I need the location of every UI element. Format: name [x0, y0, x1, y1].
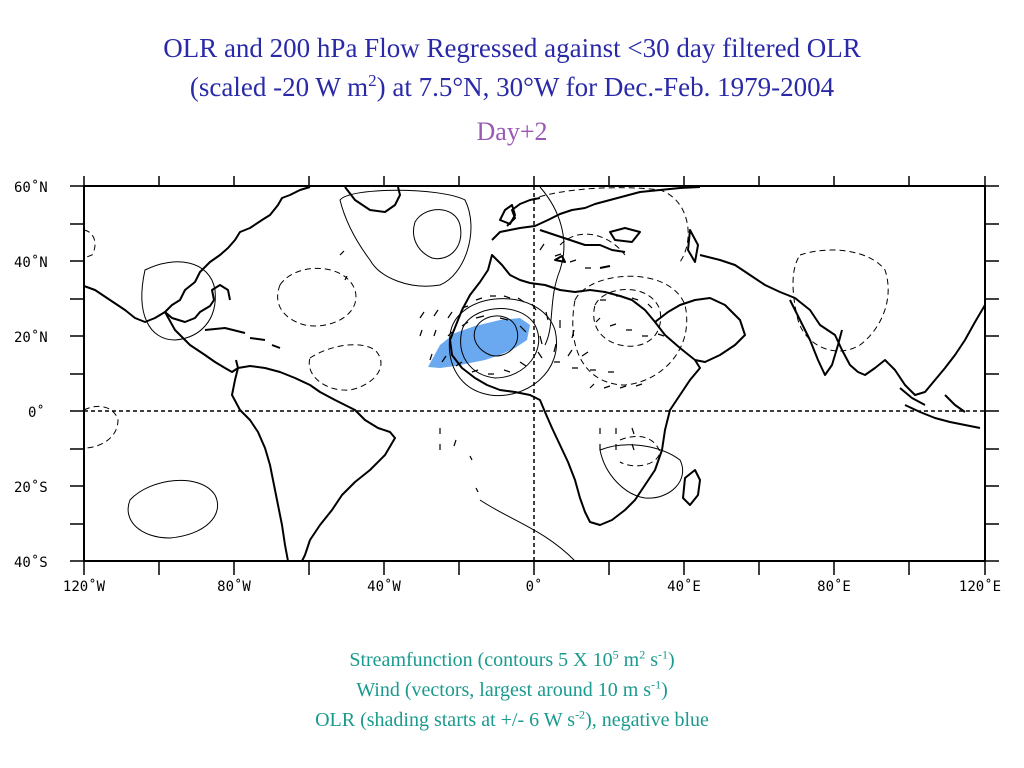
south-america-coast: [231, 365, 396, 562]
lat-label-60n: 60˚N: [14, 179, 48, 196]
north-america-coast: [83, 186, 311, 323]
lat-label-0: 0˚: [28, 404, 45, 421]
caption-line2-part1: Wind (vectors, largest around 10 m s: [356, 679, 652, 701]
caption-line1-sup2: 2: [639, 647, 646, 662]
caption-olr: OLR (shading starts at +/- 6 W s-2), neg…: [0, 705, 1024, 735]
regression-map: 60˚N 40˚N 20˚N 0˚ 20˚S 40˚S 120˚W 80˚W 4…: [14, 176, 1001, 595]
title-line2-part1: (scaled -20 W m: [189, 72, 369, 102]
contour-positive: [339, 189, 472, 287]
contour-negative: [83, 229, 96, 259]
caption-line2-part2: ): [661, 679, 668, 701]
streamfunction-negative-contours: [83, 187, 889, 467]
caption-wind: Wind (vectors, largest around 10 m s-1): [0, 675, 1024, 705]
caption-line3-part2: ), negative blue: [585, 709, 709, 731]
figure-title-line2: (scaled -20 W m2) at 7.5°N, 30°W for Dec…: [0, 70, 1024, 104]
contour-positive: [127, 479, 219, 539]
coastlines: [83, 186, 986, 562]
lat-label-20s: 20˚S: [14, 479, 48, 496]
caption-line2-sup: -1: [651, 677, 662, 692]
contour-negative: [83, 405, 119, 449]
caption-line1-sup3: -1: [657, 647, 668, 662]
map-frame: [83, 185, 986, 562]
contour-positive: [473, 315, 518, 357]
caption-streamfunction: Streamfunction (contours 5 X 105 m2 s-1): [0, 645, 1024, 675]
tick-marks: [70, 176, 999, 575]
mediterranean-islands: [554, 255, 611, 269]
caribbean-islands: [204, 327, 281, 349]
contour-positive: [539, 186, 565, 346]
gulf-coast: [164, 284, 231, 323]
central-america-coast: [164, 311, 239, 373]
longitude-labels: 120˚W 80˚W 40˚W 0˚ 40˚E 80˚E 120˚E: [63, 578, 1001, 595]
india-coast: [789, 299, 843, 376]
caption-line1-part3: s: [645, 649, 658, 671]
lon-label-0: 0˚: [526, 578, 543, 595]
streamfunction-contours: [127, 186, 683, 562]
contour-positive: [448, 298, 557, 397]
contour-negative: [308, 344, 382, 391]
contour-positive: [599, 444, 683, 499]
caption-line3-sup: -2: [575, 707, 586, 722]
lon-label-80w: 80˚W: [217, 578, 251, 595]
caption-line1-part4: ): [667, 649, 675, 671]
lon-label-40w: 40˚W: [367, 578, 401, 595]
contour-negative: [529, 187, 689, 263]
caption-line1-sup1: 5: [612, 647, 619, 662]
latitude-labels: 60˚N 40˚N 20˚N 0˚ 20˚S 40˚S: [14, 179, 48, 571]
lat-label-40n: 40˚N: [14, 254, 48, 271]
lag-day-label: Day+2: [476, 117, 548, 146]
uk-coast: [499, 204, 516, 225]
title-line2-part2: ) at 7.5°N, 30°W for Dec.-Feb. 1979-2004: [376, 72, 835, 102]
lon-label-120w: 120˚W: [63, 578, 106, 595]
madagascar-coast: [682, 469, 701, 506]
caption-line1-part2: m: [618, 649, 640, 671]
arabia-coast: [654, 297, 746, 363]
figure-title-line1: OLR and 200 hPa Flow Regressed against <…: [163, 33, 861, 63]
contour-negative: [572, 275, 688, 386]
lat-label-40s: 40˚S: [14, 554, 48, 571]
lat-label-20n: 20˚N: [14, 329, 48, 346]
contour-positive: [479, 499, 576, 562]
lon-label-80e: 80˚E: [817, 578, 851, 595]
contour-negative: [277, 267, 357, 327]
caption-line3-part1: OLR (shading starts at +/- 6 W s: [315, 709, 576, 731]
lon-label-40e: 40˚E: [667, 578, 701, 595]
contour-positive: [460, 308, 540, 379]
title-line2-superscript: 2: [368, 71, 377, 90]
wind-vectors: [339, 243, 665, 493]
caption-line1-part1: Streamfunction (contours 5 X 10: [349, 649, 613, 671]
reference-lines: [84, 186, 985, 561]
black-caspian-seas: [609, 227, 699, 263]
lon-label-120e: 120˚E: [959, 578, 1001, 595]
contour-positive: [141, 261, 216, 341]
greenland-coast: [344, 186, 401, 213]
africa-coast: [449, 254, 701, 526]
contour-negative: [792, 249, 889, 352]
contour-positive: [413, 209, 462, 260]
asia-coast: [699, 254, 986, 396]
contour-negative: [593, 289, 662, 347]
